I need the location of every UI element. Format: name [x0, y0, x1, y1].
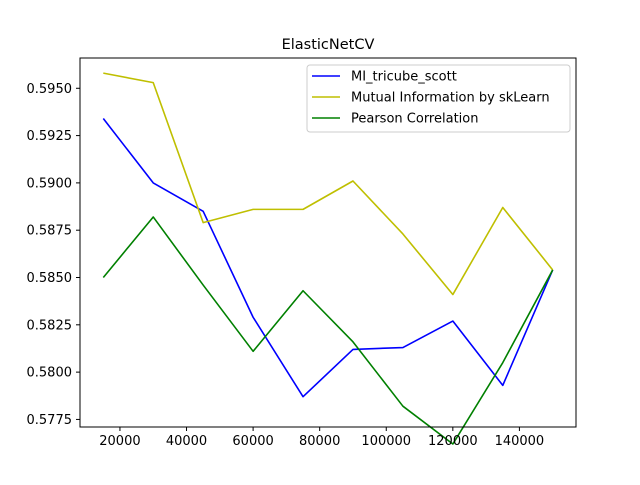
y-tick-label: 0.5900 [27, 176, 73, 191]
legend-label: Mutual Information by skLearn [351, 91, 550, 106]
y-tick-label: 0.5825 [27, 318, 73, 333]
x-tick-label: 20000 [99, 434, 140, 449]
plot-frame [79, 57, 577, 428]
y-tick-label: 0.5950 [27, 82, 73, 97]
x-tick-label: 40000 [166, 434, 207, 449]
x-tick-label: 60000 [232, 434, 273, 449]
x-axis: 20000 40000 60000 80000 100000 120000 140000 [99, 427, 544, 449]
y-tick-label: 0.5775 [27, 413, 73, 428]
legend-label: MI_tricube_scott [351, 70, 457, 85]
x-tick-label: 100000 [361, 434, 411, 449]
series-line-1 [102, 118, 554, 398]
y-tick-label: 0.5925 [27, 129, 73, 144]
y-tick-label: 0.5800 [27, 366, 73, 381]
x-tick-label: 140000 [495, 434, 545, 449]
chart-title: ElasticNetCV [282, 37, 375, 53]
legend-box [306, 64, 571, 133]
y-tick-label: 0.5850 [27, 271, 73, 286]
y-tick-label: 0.5875 [27, 224, 73, 239]
x-tick-label: 80000 [299, 434, 340, 449]
x-tick-label: 120000 [428, 434, 478, 449]
legend-label: Pearson Correlation [351, 112, 478, 127]
series-line-2 [103, 72, 554, 296]
plot-lines [102, 72, 554, 445]
legend: MI_tricube_scott Mutual Information by sk… [306, 64, 571, 133]
series-line-3 [102, 216, 554, 445]
y-axis: 0.5775 0.5800 0.5825 0.5850 0.5875 0.5900 0.59… [27, 82, 80, 428]
